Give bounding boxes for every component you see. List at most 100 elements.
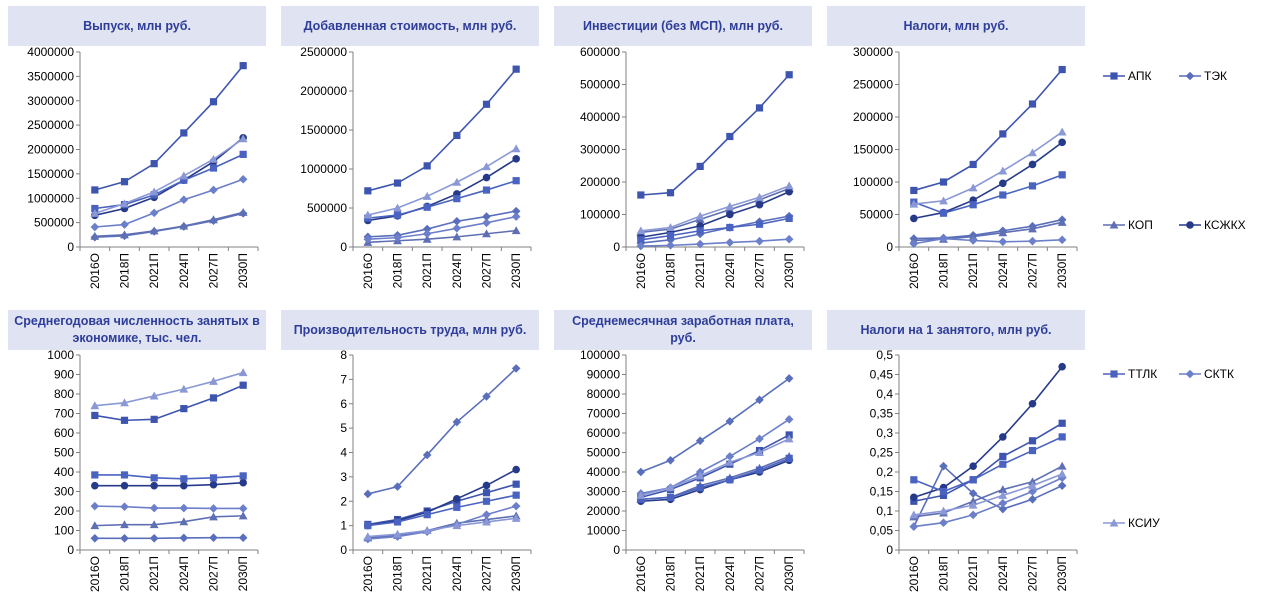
series-line-ксжкх bbox=[94, 481, 244, 487]
data-point-сктк bbox=[1028, 487, 1037, 496]
data-point-ксиу bbox=[238, 134, 248, 143]
data-point-тэк bbox=[482, 392, 491, 401]
data-point-ттлк bbox=[91, 204, 99, 213]
data-point-ксжкх bbox=[482, 481, 491, 490]
data-point-ксиу bbox=[968, 183, 978, 192]
x-tick-label: 2030П bbox=[236, 556, 250, 591]
y-tick-label: 1 bbox=[340, 519, 347, 533]
y-tick-label: 500000 bbox=[34, 216, 74, 230]
data-point-ксиу bbox=[149, 187, 159, 196]
x-tick-label: 2024П bbox=[450, 253, 464, 288]
data-point-тэк bbox=[209, 533, 218, 543]
data-point-тэк bbox=[755, 395, 764, 405]
data-point-сктк bbox=[939, 518, 948, 527]
y-tick-label: 0,05 bbox=[870, 524, 894, 538]
data-point-апк bbox=[666, 189, 675, 197]
data-point-апк bbox=[120, 178, 129, 186]
data-point-ксжкх bbox=[120, 481, 129, 490]
x-tick-label: 2021П bbox=[147, 556, 161, 591]
series-line-тэк bbox=[94, 536, 244, 540]
y-tick-label: 600000 bbox=[580, 45, 620, 59]
chart-title-productivity: Производительность труда, млн руб. bbox=[281, 310, 539, 350]
data-point-ксиу bbox=[452, 521, 462, 530]
x-tick-label: 2016О bbox=[634, 556, 648, 592]
series-line-ттлк bbox=[913, 174, 1063, 215]
data-point-ксиу bbox=[695, 471, 705, 480]
data-point-ксиу bbox=[968, 500, 978, 509]
y-tick-label: 0,15 bbox=[870, 485, 894, 499]
y-tick-label: 8 bbox=[340, 348, 347, 362]
x-tick-label: 2027П bbox=[207, 556, 221, 591]
data-point-сктк bbox=[939, 234, 948, 243]
data-point-ксжкх bbox=[1028, 399, 1037, 408]
data-point-сктк bbox=[179, 195, 189, 205]
data-point-ксиу bbox=[636, 226, 646, 235]
x-tick-label: 2018П bbox=[664, 253, 678, 288]
x-tick-label: 2018П bbox=[118, 556, 132, 591]
data-point-сктк bbox=[968, 510, 978, 520]
chart-7: 0 0,05 0,1 0,15 0,2 0,25 0,3 0,35 0,4 0,45 0,5 2016… bbox=[870, 348, 1078, 592]
x-tick-label: 2021П bbox=[147, 253, 161, 288]
data-point-ттлк bbox=[939, 209, 948, 217]
data-point-сктк bbox=[120, 502, 129, 512]
data-point-коп bbox=[209, 512, 218, 521]
data-point-коп bbox=[1057, 217, 1067, 226]
series-line-ксиу bbox=[640, 438, 790, 497]
data-point-апк bbox=[999, 130, 1007, 138]
y-tick-label: 200000 bbox=[853, 110, 893, 124]
data-point-ксжкх bbox=[910, 493, 918, 502]
y-tick-label: 0 bbox=[886, 240, 893, 254]
data-point-тэк bbox=[998, 504, 1008, 514]
data-point-апк bbox=[239, 62, 247, 70]
x-tick-label: 2027П bbox=[1026, 253, 1040, 288]
y-tick-label: 0 bbox=[613, 543, 620, 557]
data-point-коп bbox=[422, 234, 432, 243]
data-point-ксиу bbox=[511, 144, 521, 153]
data-point-ттлк bbox=[999, 460, 1007, 468]
data-point-коп bbox=[1028, 224, 1037, 233]
data-point-апк bbox=[482, 100, 491, 108]
data-point-сктк bbox=[511, 212, 521, 221]
data-point-сктк bbox=[90, 222, 100, 232]
series-line-сктк bbox=[913, 477, 1063, 528]
y-tick-label: 2500000 bbox=[27, 118, 74, 132]
series-line-сктк bbox=[367, 215, 517, 240]
data-point-ксиу bbox=[1028, 481, 1037, 490]
data-point-ттлк bbox=[393, 518, 402, 526]
data-point-ттлк bbox=[393, 211, 402, 219]
data-point-ксиу bbox=[666, 483, 675, 492]
data-point-тэк bbox=[452, 216, 462, 226]
y-tick-label: 0,35 bbox=[870, 407, 894, 421]
x-tick-label: 2018П bbox=[664, 556, 678, 591]
chart-title-investment: Инвестиции (без МСП), млн руб. bbox=[554, 6, 812, 46]
data-point-апк bbox=[482, 489, 491, 497]
data-point-тэк bbox=[1057, 481, 1067, 490]
series-line-ттлк bbox=[94, 153, 244, 210]
y-tick-label: 0,1 bbox=[876, 504, 893, 518]
x-tick-label: 2027П bbox=[753, 253, 767, 288]
y-tick-label: 600 bbox=[54, 426, 74, 440]
data-point-апк bbox=[1028, 437, 1037, 445]
data-point-ттлк bbox=[1058, 171, 1066, 179]
x-tick-label: 2030П bbox=[236, 253, 250, 288]
data-point-ттлк bbox=[209, 474, 218, 482]
y-tick-label: 400000 bbox=[580, 110, 620, 124]
data-point-ттлк bbox=[512, 177, 520, 185]
data-point-коп bbox=[1057, 461, 1067, 470]
data-point-коп bbox=[482, 229, 491, 238]
series-line-коп bbox=[94, 515, 244, 527]
data-point-ксиу bbox=[422, 526, 432, 535]
data-point-сктк bbox=[968, 236, 978, 245]
y-tick-label: 100 bbox=[54, 524, 74, 538]
data-point-тэк bbox=[363, 489, 373, 499]
data-point-ксиу bbox=[1028, 148, 1037, 157]
y-tick-label: 4 bbox=[340, 446, 347, 460]
data-point-ттлк bbox=[91, 471, 99, 479]
data-point-ксиу bbox=[482, 517, 491, 526]
data-point-апк bbox=[1058, 65, 1066, 74]
data-point-сктк bbox=[238, 504, 248, 513]
y-tick-label: 5 bbox=[340, 421, 347, 435]
data-point-апк bbox=[453, 131, 461, 140]
data-point-ксиу bbox=[120, 398, 129, 407]
y-tick-label: 0 bbox=[340, 543, 347, 557]
